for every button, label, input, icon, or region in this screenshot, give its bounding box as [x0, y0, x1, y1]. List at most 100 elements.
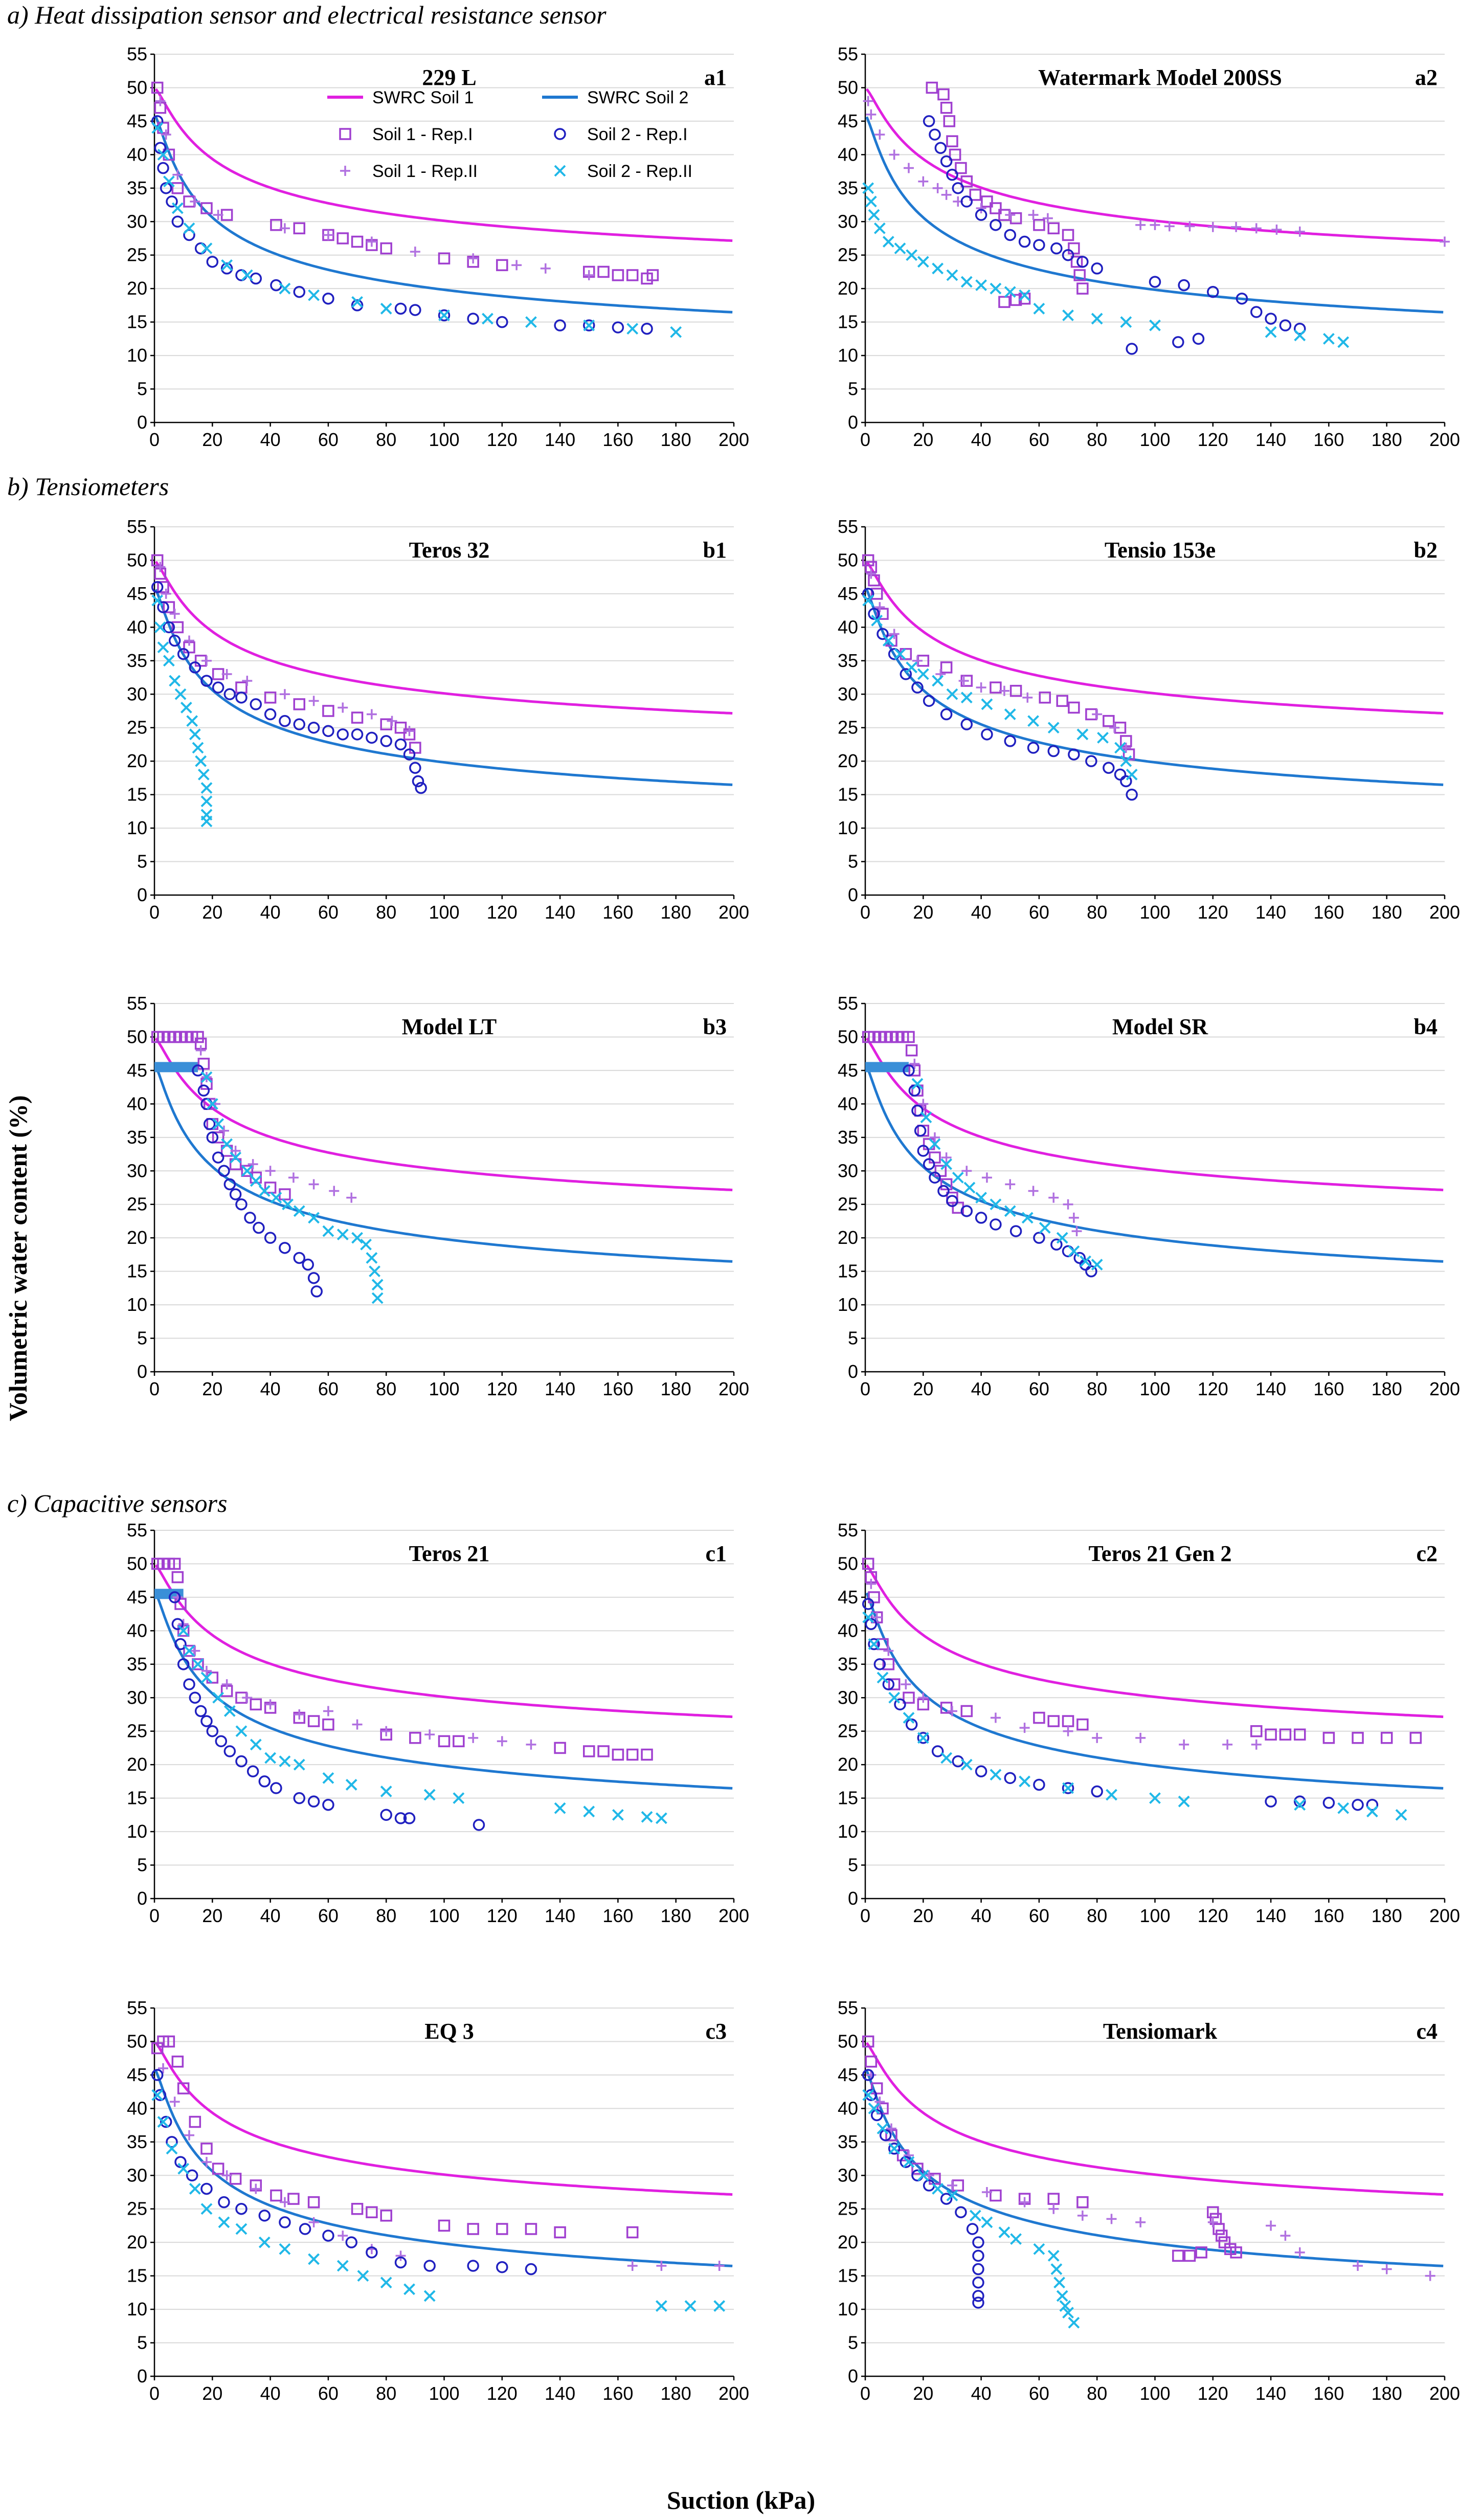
data-point — [212, 1691, 224, 1704]
data-point — [877, 1671, 889, 1684]
data-point — [200, 675, 213, 687]
data-point — [960, 692, 973, 704]
data-point — [380, 735, 392, 747]
data-point — [871, 614, 883, 627]
data-point — [1266, 2220, 1276, 2231]
data-point — [345, 2236, 357, 2248]
data-point — [952, 182, 964, 194]
series-soil-2-rep-ii — [862, 2089, 1080, 2329]
data-point — [990, 1712, 1001, 1723]
data-point — [1018, 293, 1031, 305]
y-tick-label: 10 — [838, 1294, 858, 1315]
data-point — [151, 581, 164, 593]
data-point — [929, 128, 941, 141]
data-point — [1395, 1809, 1407, 1821]
y-tick-label: 30 — [838, 2165, 858, 2186]
data-point — [293, 1252, 305, 1264]
data-point — [1068, 1212, 1079, 1223]
data-point — [862, 2069, 874, 2081]
y-tick-label: 35 — [838, 1127, 858, 1148]
series-soil-1-rep-i — [151, 81, 659, 285]
data-point — [221, 1679, 232, 1690]
y-tick-label: 30 — [127, 2165, 147, 2186]
y-tick-label: 55 — [127, 1520, 147, 1541]
x-tick-label: 0 — [149, 902, 160, 923]
data-point — [912, 655, 923, 666]
data-point — [1085, 1265, 1097, 1278]
x-tick-label: 100 — [429, 429, 459, 450]
y-tick-label: 0 — [848, 2366, 858, 2387]
data-point — [163, 2035, 175, 2048]
data-point — [862, 1611, 874, 1623]
data-point — [212, 2162, 224, 2175]
data-point — [1068, 1245, 1080, 1257]
panel-id: b1 — [703, 538, 727, 563]
data-point — [900, 2156, 912, 2168]
x-tick-label: 20 — [202, 1378, 222, 1399]
data-point — [206, 256, 219, 268]
data-point — [412, 775, 424, 788]
data-point — [218, 1125, 229, 1136]
data-point — [975, 209, 987, 221]
y-tick-label: 50 — [838, 1553, 858, 1574]
data-point — [1294, 322, 1306, 335]
y-tick-label: 45 — [838, 583, 858, 604]
data-point — [877, 2123, 889, 2135]
data-point — [958, 676, 969, 686]
data-point — [1062, 249, 1074, 261]
data-point — [293, 1205, 305, 1217]
section-title-b: b) Tensiometers — [7, 472, 169, 501]
data-point — [223, 1178, 236, 1191]
data-point — [1091, 262, 1103, 275]
y-tick-label: 45 — [838, 2064, 858, 2085]
data-point — [1265, 1795, 1277, 1808]
data-point — [1019, 1723, 1030, 1733]
data-point — [909, 1058, 920, 1069]
data-point — [409, 1732, 421, 1744]
data-point — [371, 1292, 384, 1304]
data-point — [1178, 279, 1190, 292]
data-point — [885, 634, 897, 647]
data-point — [1216, 2229, 1228, 2242]
y-tick-label: 40 — [127, 1093, 147, 1114]
data-point — [279, 1242, 291, 1254]
data-point — [299, 2223, 311, 2235]
data-point — [352, 1719, 363, 1730]
y-tick-label: 40 — [838, 2098, 858, 2118]
y-tick-label: 55 — [838, 1520, 858, 1541]
data-point — [903, 163, 914, 173]
data-point — [874, 2097, 885, 2107]
x-tick-label: 160 — [1313, 429, 1344, 450]
data-point — [862, 588, 874, 600]
data-point — [351, 711, 364, 724]
y-tick-label: 20 — [127, 1227, 147, 1248]
swrc-soil-2-curve — [154, 1592, 733, 1790]
data-point — [940, 1178, 953, 1191]
data-point — [229, 1158, 242, 1170]
x-tick-label: 200 — [1429, 1905, 1460, 1926]
data-point — [166, 195, 178, 208]
data-point — [329, 1186, 340, 1196]
data-point — [279, 1188, 291, 1200]
data-point — [155, 96, 166, 106]
y-tick-label: 25 — [127, 717, 147, 738]
data-point — [403, 1812, 416, 1824]
data-point — [1076, 2196, 1089, 2209]
data-point — [307, 1795, 320, 1808]
x-tick-label: 40 — [971, 429, 992, 450]
x-tick-label: 60 — [318, 902, 339, 923]
x-tick-label: 120 — [1198, 1378, 1228, 1399]
data-point — [221, 1138, 233, 1150]
data-point — [163, 621, 175, 634]
data-point — [322, 1718, 334, 1731]
data-point — [157, 2116, 169, 2128]
data-point — [940, 101, 953, 114]
data-point — [877, 628, 889, 640]
data-point — [583, 1745, 595, 1757]
data-point — [242, 1692, 253, 1703]
x-tick-label: 80 — [376, 1378, 396, 1399]
data-point — [1149, 276, 1161, 288]
y-tick-label: 20 — [838, 278, 858, 299]
y-tick-label: 5 — [848, 2332, 858, 2353]
data-point — [258, 2210, 271, 2222]
